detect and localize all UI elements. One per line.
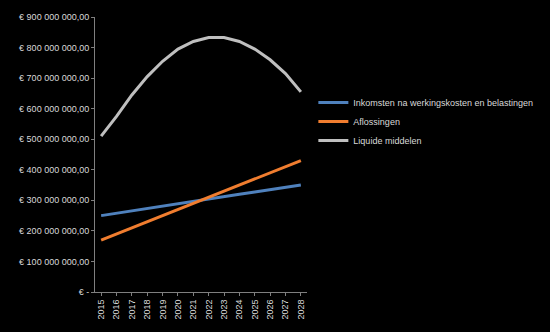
svg-text:2015: 2015: [96, 300, 106, 320]
svg-text:Aflossingen: Aflossingen: [353, 117, 400, 127]
svg-text:2017: 2017: [127, 300, 137, 320]
svg-text:2022: 2022: [204, 300, 214, 320]
svg-text:2026: 2026: [265, 300, 275, 320]
svg-text:2020: 2020: [173, 300, 183, 320]
svg-text:€ 400 000 000,00: € 400 000 000,00: [19, 165, 89, 175]
svg-text:€ -: € -: [79, 287, 90, 297]
svg-text:2021: 2021: [188, 300, 198, 320]
svg-text:Liquide middelen: Liquide middelen: [353, 136, 421, 146]
svg-text:€ 800 000 000,00: € 800 000 000,00: [19, 43, 89, 53]
svg-text:2018: 2018: [142, 300, 152, 320]
svg-text:2027: 2027: [280, 300, 290, 320]
svg-text:€ 600 000 000,00: € 600 000 000,00: [19, 104, 89, 114]
svg-text:2025: 2025: [250, 300, 260, 320]
svg-text:2028: 2028: [296, 300, 306, 320]
svg-text:2019: 2019: [158, 300, 168, 320]
svg-text:€ 500 000 000,00: € 500 000 000,00: [19, 134, 89, 144]
svg-text:2023: 2023: [219, 300, 229, 320]
svg-text:€ 700 000 000,00: € 700 000 000,00: [19, 73, 89, 83]
svg-text:€ 100 000 000,00: € 100 000 000,00: [19, 257, 89, 267]
svg-text:€ 900 000 000,00: € 900 000 000,00: [19, 12, 89, 22]
svg-text:€ 200 000 000,00: € 200 000 000,00: [19, 226, 89, 236]
svg-text:2016: 2016: [111, 300, 121, 320]
svg-text:€ 300 000 000,00: € 300 000 000,00: [19, 195, 89, 205]
svg-text:Inkomsten na werkingskosten en: Inkomsten na werkingskosten en belasting…: [353, 98, 533, 108]
svg-text:2024: 2024: [234, 300, 244, 320]
